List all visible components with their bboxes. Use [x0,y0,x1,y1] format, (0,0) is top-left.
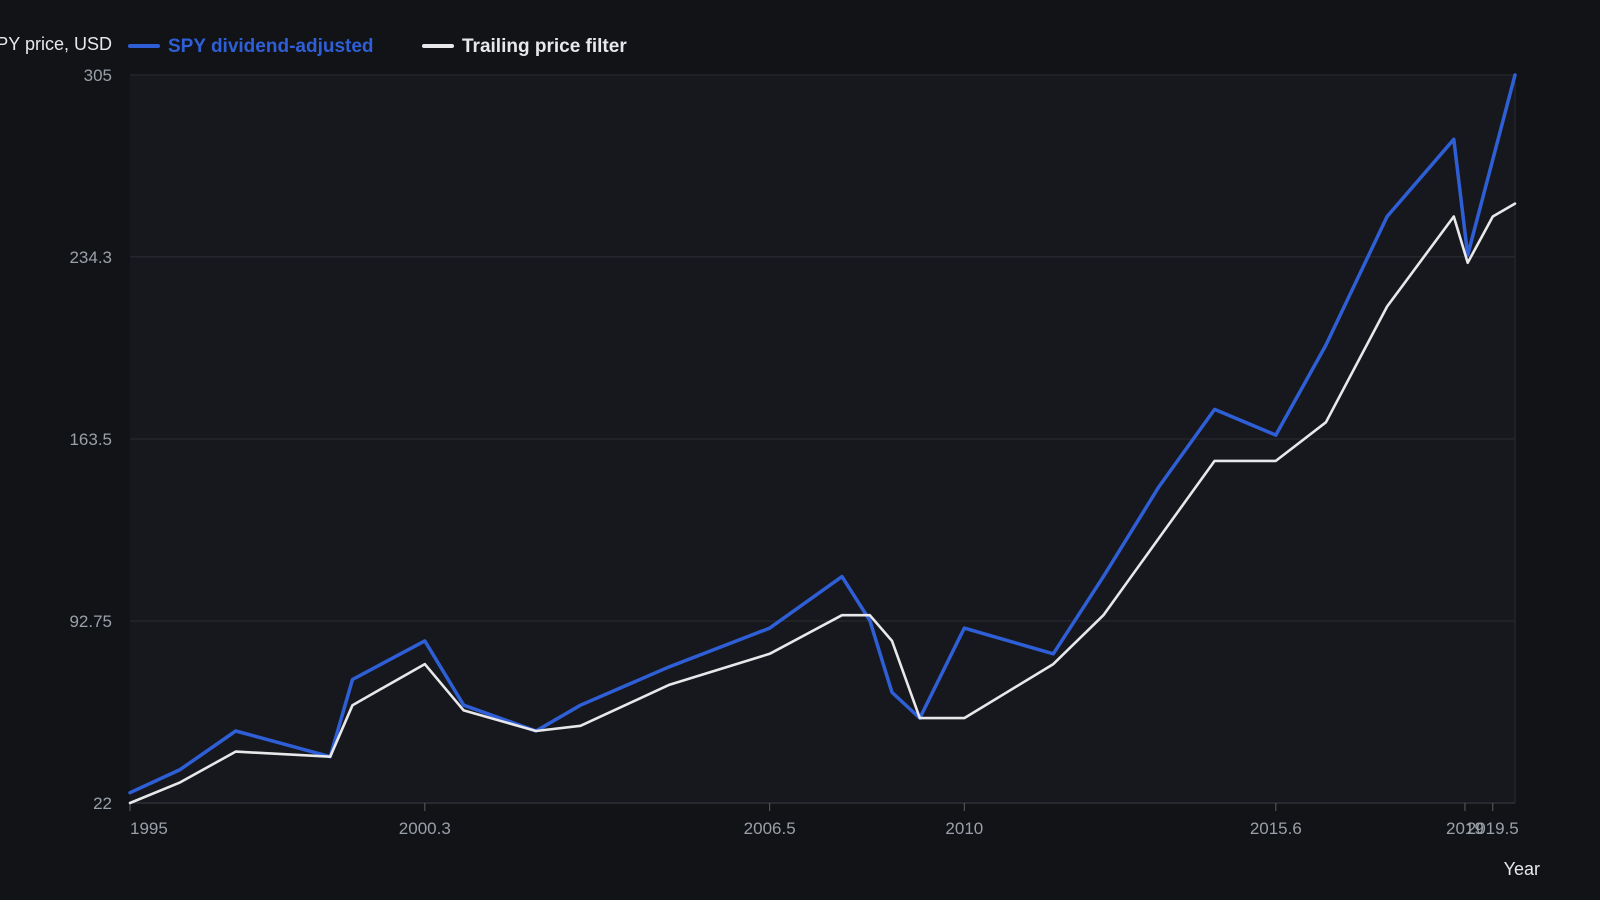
legend-label[interactable]: SPY dividend-adjusted [168,36,374,57]
legend[interactable]: SPY dividend-adjusted Trailing price filt… [128,36,627,57]
y-tick-label: 305 [84,66,112,85]
axes [129,75,1516,811]
x-tick-label: 2010 [945,819,983,838]
x-tick-label: 2000.3 [399,819,451,838]
y-tick-label: 163.5 [69,430,112,449]
series-lines [128,73,1517,805]
x-axis-title: Year [1504,859,1540,879]
series-line-0 [128,73,1517,795]
y-axis-title: SPY price, USD [0,34,112,54]
tick-labels: 22 92.75 163.5 234.3 305 1995 2000.3 2006.5 2010… [69,66,1518,838]
y-tick-label: 234.3 [69,248,112,267]
x-tick-label: 1995 [130,819,168,838]
x-tick-label: 2006.5 [744,819,796,838]
x-tick-label: 2019.5 [1467,819,1519,838]
x-tick-label: 2015.6 [1250,819,1302,838]
series-line-1 [128,202,1517,805]
y-tick-label: 92.75 [69,612,112,631]
y-tick-label: 22 [93,794,112,813]
legend-label[interactable]: Trailing price filter [462,36,627,57]
x-tick-label: 2019 [1446,819,1484,838]
